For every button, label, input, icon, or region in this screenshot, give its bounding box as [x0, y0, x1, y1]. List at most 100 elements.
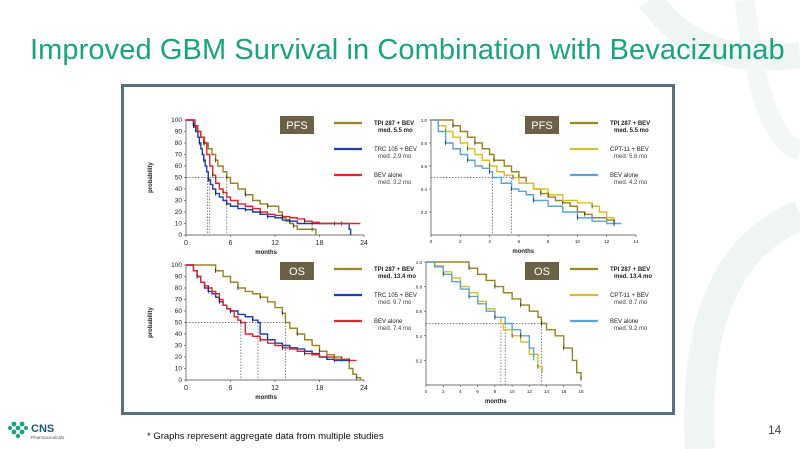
x-axis-label: months	[512, 249, 534, 255]
badge-os: OS	[280, 262, 314, 280]
legend-sublabel: med. 13.4 mo	[614, 274, 652, 280]
x-tick-label: 6	[229, 240, 233, 247]
legend-sublabel: med. 8.7 mo	[614, 300, 648, 306]
logo-mark-icon	[8, 421, 28, 439]
x-tick-label: 8	[494, 389, 497, 394]
footnote: * Graphs represent aggregate data from m…	[147, 431, 384, 442]
x-tick-label: 12	[604, 239, 610, 244]
legend-sublabel: med. 9.7 mo	[378, 300, 412, 306]
series-line-cpt-11-bev	[426, 261, 543, 373]
legend-label: TPI 287 + BEV	[374, 267, 414, 273]
legend-label: BEV alone	[374, 173, 403, 179]
legend-label: BEV alone	[610, 319, 639, 325]
legend-label: CPT-11 + BEV	[610, 147, 649, 153]
x-tick-label: 10	[510, 389, 516, 394]
series-line-bev-alone	[426, 261, 535, 361]
series-line-tpi-287-bev	[431, 119, 615, 224]
legend-label: TRC 105 + BEV	[374, 147, 417, 153]
y-tick-label: 0	[178, 377, 182, 384]
x-tick-label: 16	[561, 389, 567, 394]
x-tick-label: 0	[425, 389, 428, 394]
logo-name: CNS	[31, 423, 54, 435]
y-axis-label: probability	[148, 162, 154, 193]
x-tick-label: 14	[633, 239, 639, 244]
y-tick-label: 30	[175, 343, 183, 350]
x-tick-label: 14	[544, 389, 550, 394]
y-tick-label: 20	[175, 209, 183, 216]
x-tick-label: 6	[518, 239, 521, 244]
y-tick-label: 40	[175, 331, 183, 338]
badge-label: PFS	[531, 120, 552, 132]
x-tick-label: 12	[527, 389, 533, 394]
y-tick-label: 0	[178, 232, 182, 239]
y-tick-label: 60	[175, 308, 183, 315]
x-axis-label: months	[255, 250, 277, 256]
series-line-trc-105-bev	[186, 119, 352, 235]
badge-label: OS	[289, 266, 305, 278]
badge-box	[525, 116, 559, 134]
legend-label: CPT-11 + BEV	[610, 293, 649, 299]
y-tick-label: 0.2	[421, 210, 428, 215]
chart-panel-bottom-right: 0.2 0.4 0.6 0.8 1.0 0 2 4 6 8 10 12 14 16 18 months OS TP…	[416, 260, 653, 405]
badge-box	[280, 116, 314, 134]
y-tick-label: 100	[171, 117, 182, 124]
legend-sublabel: med. 5.5 mo	[614, 128, 649, 134]
x-tick-label: 2	[442, 389, 445, 394]
legend-label: TRC 105 + BEV	[374, 293, 417, 299]
y-tick-label: 90	[175, 129, 183, 136]
x-tick-label: 18	[578, 389, 584, 394]
x-tick-label: 10	[575, 239, 581, 244]
y-tick-label: 40	[175, 186, 183, 193]
chart-panel-top-right: 0.2 0.4 0.6 0.8 1.0 0 2 4 6 8 10 12 14 months PFS TPI 2…	[421, 116, 650, 255]
x-tick-label: 2	[459, 239, 462, 244]
legend-label: BEV alone	[610, 173, 639, 179]
slide-title: Improved GBM Survival in Combination wit…	[30, 34, 785, 66]
legend-sublabel: med. 7.4 mo	[378, 326, 412, 332]
series-line-bev-alone	[431, 119, 622, 225]
y-tick-label: 50	[175, 175, 183, 182]
y-axis-label: probability	[148, 307, 154, 338]
y-tick-label: 1.0	[416, 260, 423, 265]
legend-sublabel: med. 13.4 mo	[378, 274, 416, 280]
badge-pfs: PFS	[525, 116, 559, 134]
y-tick-label: 10	[175, 221, 183, 228]
legend-label: TPI 287 + BEV	[610, 121, 650, 127]
logo-tagline: Pharmaceuticals	[31, 435, 65, 440]
y-tick-label: 100	[171, 262, 182, 269]
x-tick-label: 12	[271, 240, 279, 247]
series-line-bev-alone	[186, 264, 357, 362]
x-tick-label: 18	[316, 385, 324, 392]
y-tick-label: 0.6	[416, 309, 423, 314]
x-tick-label: 6	[476, 389, 479, 394]
y-tick-label: 30	[175, 198, 183, 205]
legend-sublabel: med. 4.2 mo	[614, 180, 648, 186]
y-tick-label: 0.4	[421, 187, 428, 192]
y-tick-label: 70	[175, 152, 183, 159]
y-tick-label: 10	[175, 366, 183, 373]
x-tick-label: 24	[360, 385, 368, 392]
x-tick-label: 18	[316, 240, 324, 247]
x-axis-label: months	[485, 399, 507, 405]
x-tick-label: 0	[184, 240, 188, 247]
chart-panel-top-left: 0 10 20 30 40 50 60 70 80 90 100 0 6 12 18 24 months prob…	[148, 116, 417, 256]
y-tick-label: 80	[175, 285, 183, 292]
series-line-bev-alone	[186, 119, 361, 225]
x-tick-label: 6	[229, 385, 233, 392]
badge-label: OS	[534, 266, 550, 278]
legend-sublabel: med. 3.2 mo	[378, 180, 412, 186]
legend-label: TPI 287 + BEV	[374, 121, 414, 127]
badge-box	[525, 262, 559, 280]
page-number: 14	[768, 423, 782, 437]
x-axis-label: months	[255, 395, 277, 401]
x-tick-label: 24	[360, 240, 368, 247]
